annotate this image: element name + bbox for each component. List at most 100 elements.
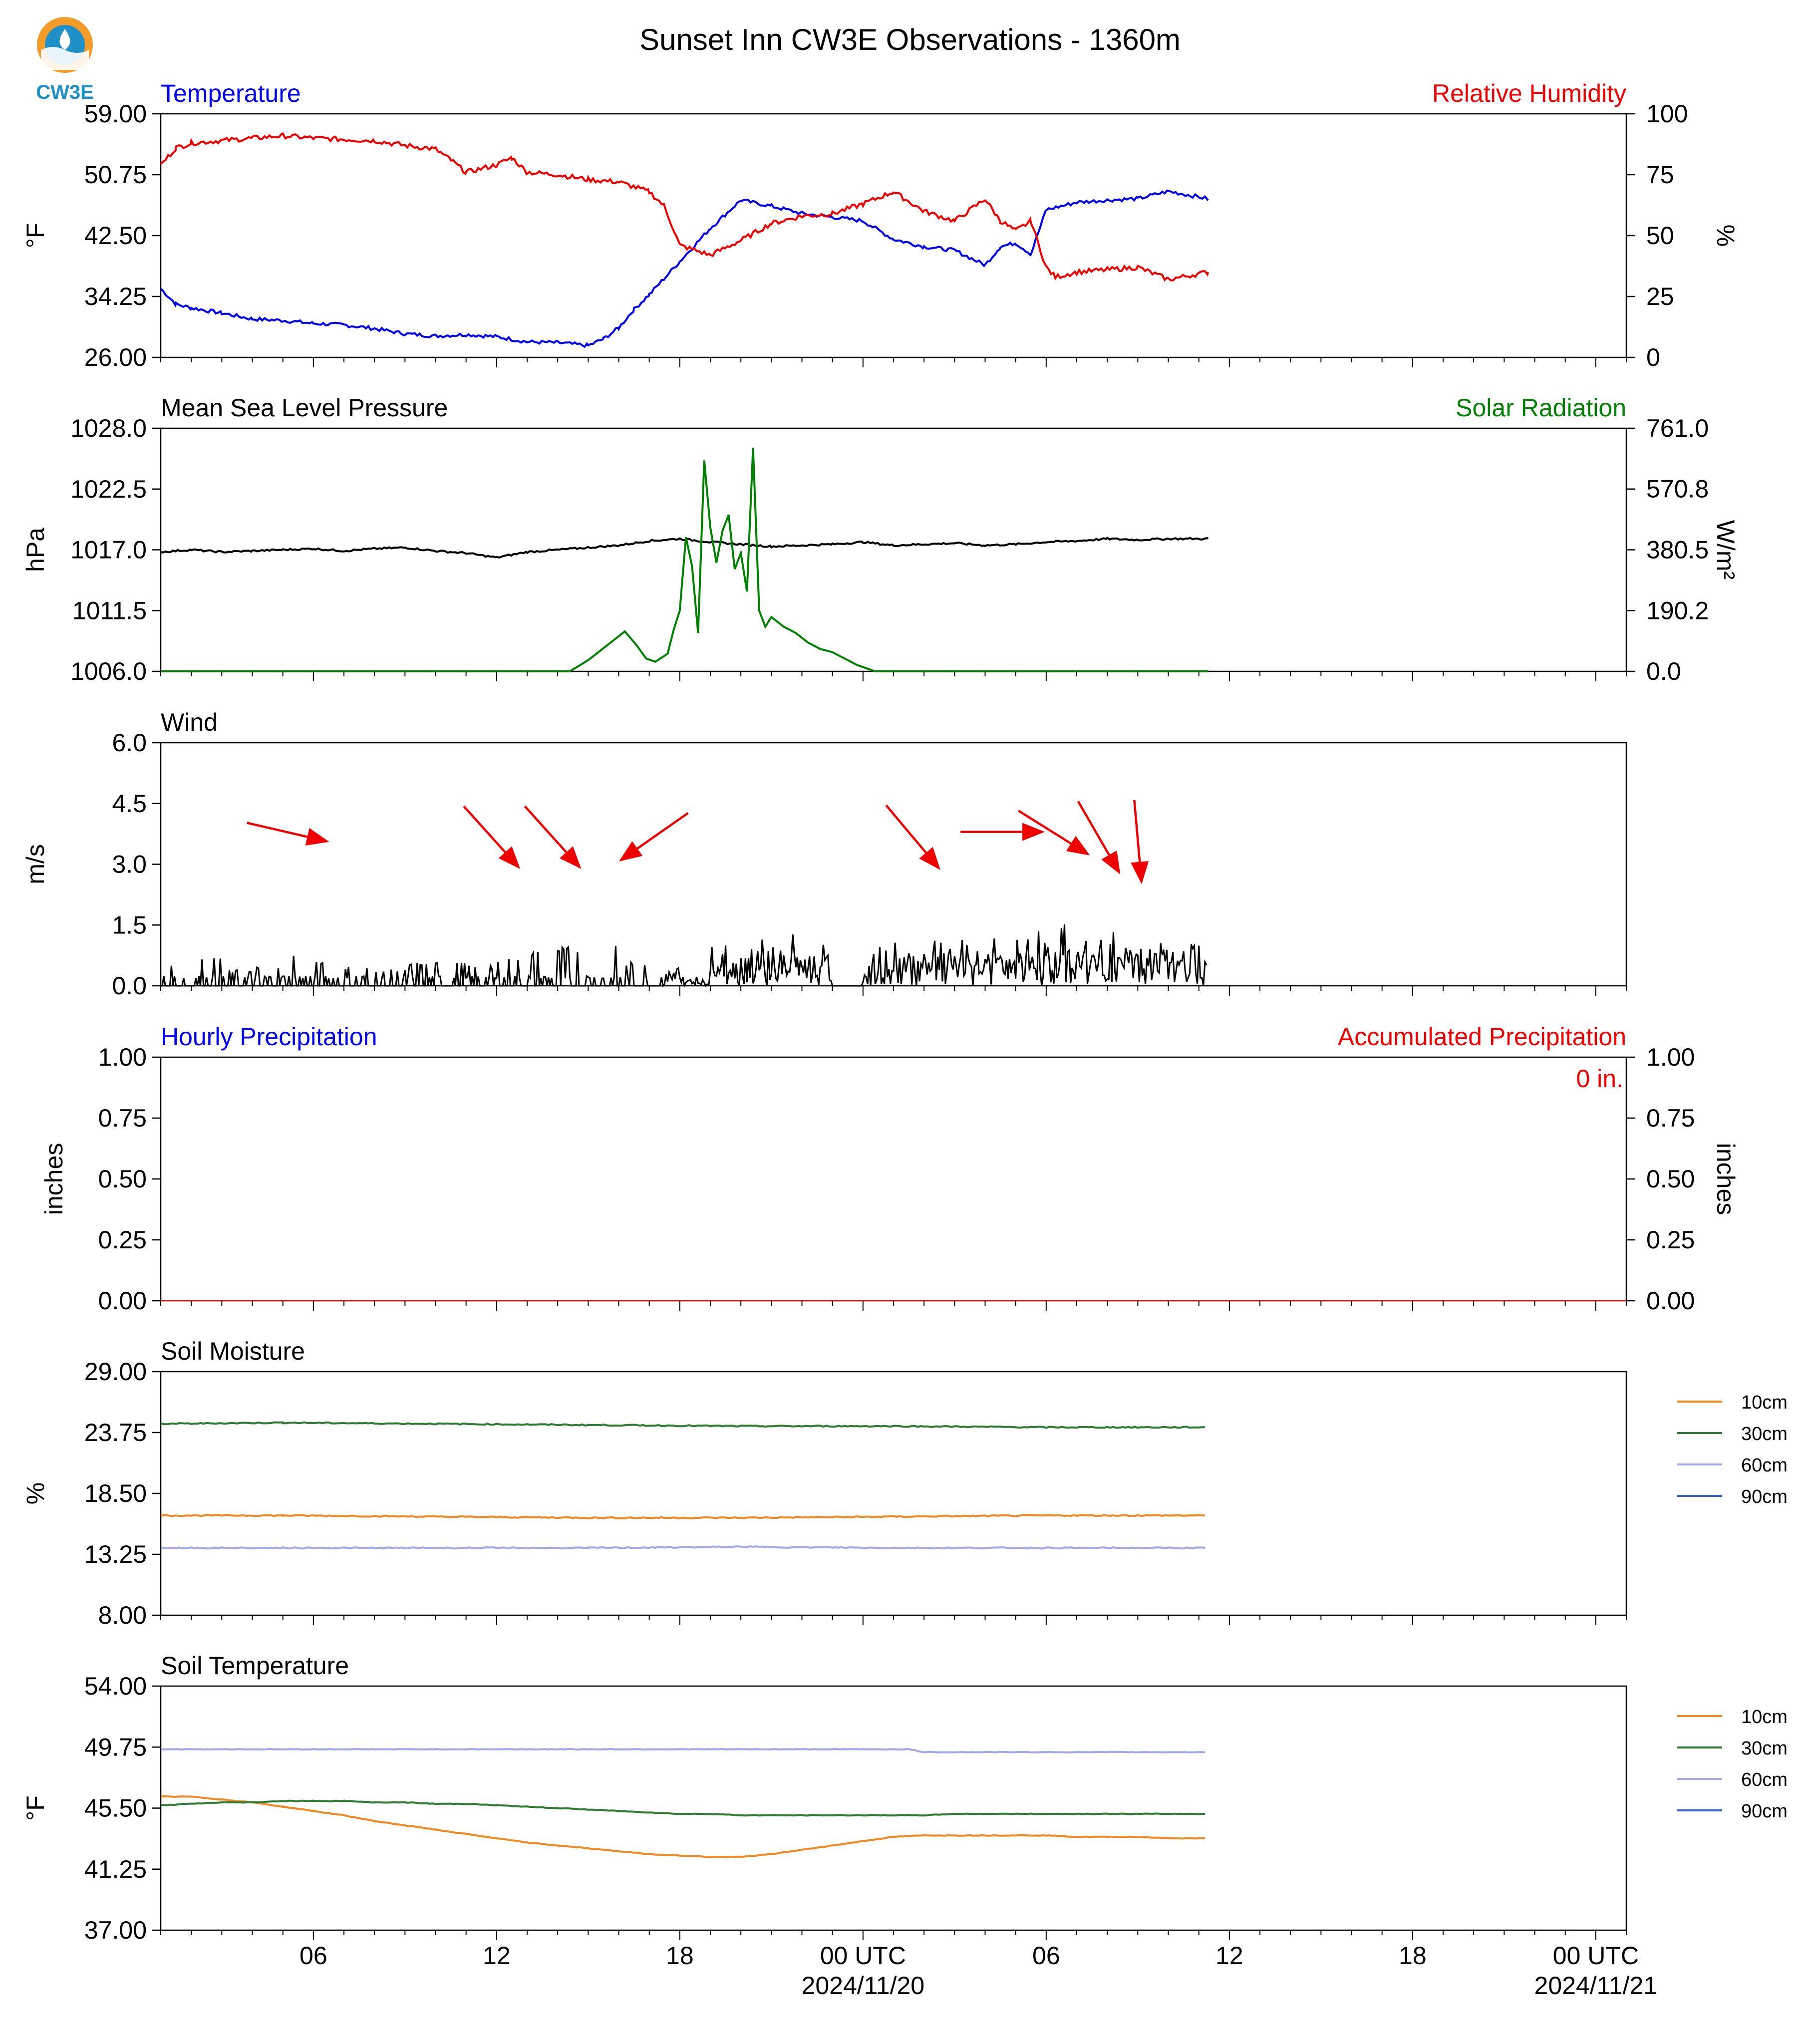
series-60cm bbox=[160, 1545, 1206, 1550]
y-tick-label: 23.75 bbox=[84, 1419, 147, 1447]
panel-temperature-rh: Temperature Relative Humidity 26.00 34.25 42… bbox=[21, 79, 1740, 371]
y-axis-label-right: inches bbox=[1712, 1143, 1740, 1215]
x-tick-label: 12 bbox=[483, 1942, 511, 1970]
series-30cm bbox=[160, 1799, 1205, 1817]
series-solar-radiation bbox=[161, 447, 1208, 672]
x-tick-label: 00 UTC bbox=[1553, 1942, 1639, 1970]
wind-direction-arrow bbox=[1018, 810, 1090, 856]
y-tick-label: 26.00 bbox=[84, 343, 147, 371]
y-tick-label: 34.25 bbox=[84, 283, 147, 310]
y-axis-label: °F bbox=[21, 1795, 49, 1821]
wind-direction-arrow bbox=[1131, 800, 1149, 884]
legend-label: 90cm bbox=[1741, 1801, 1788, 1822]
y-tick-label-right: 100 bbox=[1646, 100, 1688, 128]
series-10cm bbox=[160, 1795, 1205, 1858]
y-tick-label: 18.50 bbox=[84, 1479, 147, 1507]
series-wind-speed bbox=[161, 924, 1208, 988]
y-tick-label-right: 0.0 bbox=[1646, 657, 1681, 685]
panel-soil-moisture: Soil Moisture 8.00 13.25 18.50 23.75 29.00% 10… bbox=[21, 1337, 1788, 1629]
x-tick-label: 00 UTC bbox=[820, 1942, 906, 1970]
y-tick-label: 4.5 bbox=[112, 790, 147, 818]
y-axis-label-right: % bbox=[1712, 225, 1740, 247]
y-tick-label: 54.00 bbox=[84, 1672, 147, 1700]
y-tick-label: 41.25 bbox=[84, 1855, 147, 1883]
y-axis-label: m/s bbox=[21, 844, 49, 884]
y-tick-label: 3.0 bbox=[112, 851, 147, 878]
y-tick-label: 37.00 bbox=[84, 1916, 147, 1944]
y-tick-label: 0.50 bbox=[98, 1165, 147, 1193]
panel-title-left: Temperature bbox=[161, 79, 301, 107]
y-axis-label: hPa bbox=[21, 528, 49, 572]
panel-precipitation: Hourly Precipitation Accumulated Precipit… bbox=[40, 1023, 1740, 1315]
panel-title-right: Accumulated Precipitation bbox=[1338, 1023, 1626, 1051]
y-tick-label-right: 75 bbox=[1646, 161, 1674, 189]
y-tick-label: 8.00 bbox=[98, 1601, 147, 1629]
y-tick-label: 1022.5 bbox=[70, 475, 147, 503]
y-tick-label-right: 0.00 bbox=[1646, 1287, 1695, 1315]
panel-wind: Wind 0.0 1.5 3.0 4.5 6.0 m/s bbox=[21, 708, 1627, 1000]
y-axis-label-right: W/m² bbox=[1712, 520, 1740, 579]
y-axis-label: inches bbox=[40, 1143, 68, 1215]
y-tick-label-right: 50 bbox=[1646, 222, 1674, 250]
cw3e-logo: CW3E bbox=[36, 17, 94, 103]
panel-title-left: Soil Moisture bbox=[161, 1337, 305, 1365]
wind-direction-arrow bbox=[463, 805, 521, 869]
y-tick-label-right: 0 bbox=[1646, 343, 1660, 371]
panel-title-left: Wind bbox=[161, 708, 218, 736]
legend-label: 60cm bbox=[1741, 1455, 1788, 1476]
y-tick-label: 1017.0 bbox=[70, 536, 147, 564]
y-tick-label: 1028.0 bbox=[70, 414, 147, 442]
logo-text: CW3E bbox=[36, 81, 94, 103]
legend-label: 30cm bbox=[1741, 1738, 1788, 1759]
y-tick-label-right: 761.0 bbox=[1646, 414, 1709, 442]
legend-label: 10cm bbox=[1741, 1707, 1788, 1728]
x-tick-label: 06 bbox=[1032, 1942, 1060, 1970]
series-10cm bbox=[160, 1513, 1206, 1520]
panel-title-left: Soil Temperature bbox=[161, 1652, 349, 1680]
y-tick-label: 0.00 bbox=[98, 1287, 147, 1315]
y-tick-label-right: 25 bbox=[1646, 283, 1674, 310]
wind-direction-arrow bbox=[524, 805, 582, 869]
series-30cm bbox=[160, 1421, 1205, 1429]
page-title: Sunset Inn CW3E Observations - 1360m bbox=[639, 23, 1181, 56]
panel-title-left: Hourly Precipitation bbox=[161, 1023, 377, 1051]
panel-title-right: Solar Radiation bbox=[1456, 394, 1626, 422]
y-tick-label-right: 1.00 bbox=[1646, 1043, 1695, 1071]
y-tick-label: 0.75 bbox=[98, 1104, 147, 1132]
y-tick-label-right: 570.8 bbox=[1646, 475, 1709, 503]
wind-direction-arrow bbox=[247, 822, 329, 846]
x-tick-label: 18 bbox=[1399, 1942, 1427, 1970]
panel-title-right: Relative Humidity bbox=[1432, 79, 1626, 107]
x-tick-label: 18 bbox=[666, 1942, 694, 1970]
y-axis-label: % bbox=[21, 1482, 49, 1504]
y-tick-label: 50.75 bbox=[84, 161, 147, 189]
series-pressure bbox=[160, 537, 1209, 559]
y-tick-label-right: 0.50 bbox=[1646, 1165, 1695, 1193]
series-temperature bbox=[160, 189, 1209, 348]
x-tick-label: 06 bbox=[300, 1942, 327, 1970]
panel-title-left: Mean Sea Level Pressure bbox=[161, 394, 448, 422]
panel-pressure-solar: Mean Sea Level Pressure Solar Radiation 10… bbox=[21, 394, 1740, 685]
legend-label: 30cm bbox=[1741, 1424, 1788, 1445]
wind-direction-arrow bbox=[885, 804, 940, 870]
wind-direction-arrow bbox=[1077, 801, 1121, 874]
y-tick-label: 1006.0 bbox=[70, 657, 147, 685]
legend-label: 90cm bbox=[1741, 1486, 1788, 1507]
y-axis-label: °F bbox=[21, 223, 49, 249]
y-tick-label: 49.75 bbox=[84, 1733, 147, 1761]
y-tick-label-right: 0.25 bbox=[1646, 1226, 1695, 1254]
y-tick-label: 0.25 bbox=[98, 1226, 147, 1254]
y-tick-label-right: 0.75 bbox=[1646, 1104, 1695, 1132]
y-tick-label-right: 190.2 bbox=[1646, 596, 1709, 624]
y-tick-label: 1011.5 bbox=[72, 596, 147, 624]
wind-direction-arrow bbox=[618, 812, 689, 862]
y-tick-label: 6.0 bbox=[112, 729, 147, 757]
x-tick-date: 2024/11/21 bbox=[1534, 1972, 1658, 2000]
x-tick-date: 2024/11/20 bbox=[802, 1972, 925, 2000]
y-tick-label: 29.00 bbox=[84, 1358, 147, 1386]
y-tick-label: 45.50 bbox=[84, 1794, 147, 1822]
y-tick-label: 59.00 bbox=[84, 100, 147, 128]
legend-label: 60cm bbox=[1741, 1769, 1788, 1790]
